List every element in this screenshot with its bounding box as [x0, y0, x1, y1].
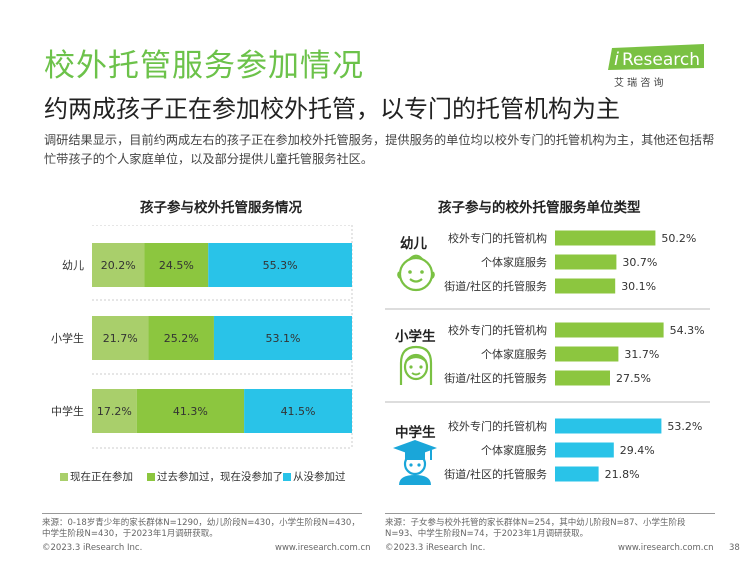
page-subtitle: 约两成孩子正在参加校外托管，以专门的托管机构为主	[44, 95, 620, 123]
category-label: 街道/社区的托管服务	[444, 279, 547, 293]
right-chart-title: 孩子参与的校外托管服务单位类型	[438, 200, 641, 216]
data-label: 17.2%	[97, 405, 132, 418]
bar	[555, 278, 616, 294]
copyright-right: ©2023.3 iResearch Inc.	[385, 543, 486, 553]
data-label: 50.2%	[661, 232, 696, 245]
category-label: 个体家庭服务	[481, 443, 547, 457]
graduate-icon	[393, 440, 437, 485]
bar-segment	[136, 389, 245, 433]
legend-swatch-past	[147, 473, 155, 481]
data-label: 25.2%	[164, 332, 199, 345]
data-label: 55.3%	[263, 259, 298, 272]
data-label: 24.5%	[159, 259, 194, 272]
bar	[555, 322, 664, 338]
source-note-left: 来源：0-18岁青少年的家长群体N=1290，幼儿阶段N=430，小学生阶段N=…	[42, 518, 360, 539]
bar	[555, 370, 610, 386]
bar	[555, 442, 614, 458]
data-label: 21.7%	[103, 332, 138, 345]
bar-segment	[148, 316, 214, 360]
data-label: 27.5%	[616, 372, 651, 385]
data-label: 29.4%	[620, 444, 655, 457]
left-stacked-bar-chart: 幼儿 20.2% 24.5% 55.3% 小学生 21.7% 25.2% 53.1% 中学生 17…	[51, 225, 353, 449]
data-label: 41.3%	[173, 405, 208, 418]
category-label: 小学生	[51, 331, 84, 345]
category-label: 个体家庭服务	[481, 347, 547, 361]
legend-label-past: 过去参加过，现在没参加了	[157, 471, 283, 483]
category-label: 街道/社区的托管服务	[444, 467, 547, 481]
copyright-left: ©2023.3 iResearch Inc.	[42, 543, 143, 553]
data-label: 20.2%	[101, 259, 136, 272]
bar	[555, 418, 662, 434]
category-label: 校外专门的托管机构	[448, 323, 547, 337]
bar	[555, 254, 617, 270]
bar-segment	[208, 243, 352, 287]
bar-segment	[92, 243, 145, 287]
right-grouped-bar-chart: 校外专门的托管机构 50.2% 个体家庭服务 30.7% 街道/社区的托管服务 30.1%…	[385, 230, 710, 482]
bar	[555, 230, 656, 246]
bar-segment	[244, 389, 352, 433]
bar	[555, 346, 619, 362]
bar-segment	[144, 243, 209, 287]
iresearch-logo: i Research 艾 瑞 咨 询	[608, 44, 704, 89]
data-label: 53.2%	[667, 420, 702, 433]
group-label-preschool: 幼儿	[400, 236, 427, 252]
legend-swatch-never	[283, 473, 291, 481]
bar-segment	[213, 316, 352, 360]
logo-brand-i: i	[614, 49, 619, 70]
schoolgirl-icon	[399, 345, 433, 385]
category-label: 中学生	[51, 404, 84, 418]
data-label: 31.7%	[624, 348, 659, 361]
group-label-secondary: 中学生	[395, 425, 436, 441]
legend-label-current: 现在正在参加	[70, 471, 133, 483]
bar-segment	[92, 389, 137, 433]
data-label: 54.3%	[670, 324, 705, 337]
category-label: 幼儿	[62, 259, 84, 272]
legend-label-never: 从没参加过	[293, 471, 346, 483]
category-label: 校外专门的托管机构	[448, 419, 547, 433]
source-note-right: 来源：子女参与校外托管的家长群体N=254，其中幼儿阶段N=87、小学生阶段N=…	[385, 518, 686, 539]
left-chart-title: 孩子参与校外托管服务情况	[140, 200, 302, 216]
toddler-icon	[397, 254, 435, 292]
category-label: 校外专门的托管机构	[448, 231, 547, 245]
footer-rule-right	[385, 513, 715, 514]
page-number: 38	[729, 543, 740, 553]
intro-paragraph: 调研结果显示，目前约两成左右的孩子正在参加校外托管服务，提供服务的单位均以校外专…	[44, 133, 715, 166]
category-label: 街道/社区的托管服务	[444, 371, 547, 385]
category-label: 个体家庭服务	[481, 255, 547, 269]
data-label: 53.1%	[265, 332, 300, 345]
group-label-primary: 小学生	[395, 329, 436, 345]
url-right[interactable]: www.iresearch.com.cn	[618, 543, 714, 553]
legend-swatch-current	[60, 473, 68, 481]
page-title: 校外托管服务参加情况	[44, 48, 364, 84]
data-label: 21.8%	[605, 468, 640, 481]
logo-badge	[608, 44, 704, 70]
url-left[interactable]: www.iresearch.com.cn	[275, 543, 371, 553]
logo-cn: 艾 瑞 咨 询	[614, 76, 664, 89]
logo-brand-rest: Research	[622, 50, 700, 70]
footer-rule-left	[42, 513, 362, 514]
data-label: 41.5%	[281, 405, 316, 418]
bar-segment	[92, 316, 149, 360]
data-label: 30.1%	[621, 280, 656, 293]
data-label: 30.7%	[622, 256, 657, 269]
bar	[555, 466, 599, 482]
